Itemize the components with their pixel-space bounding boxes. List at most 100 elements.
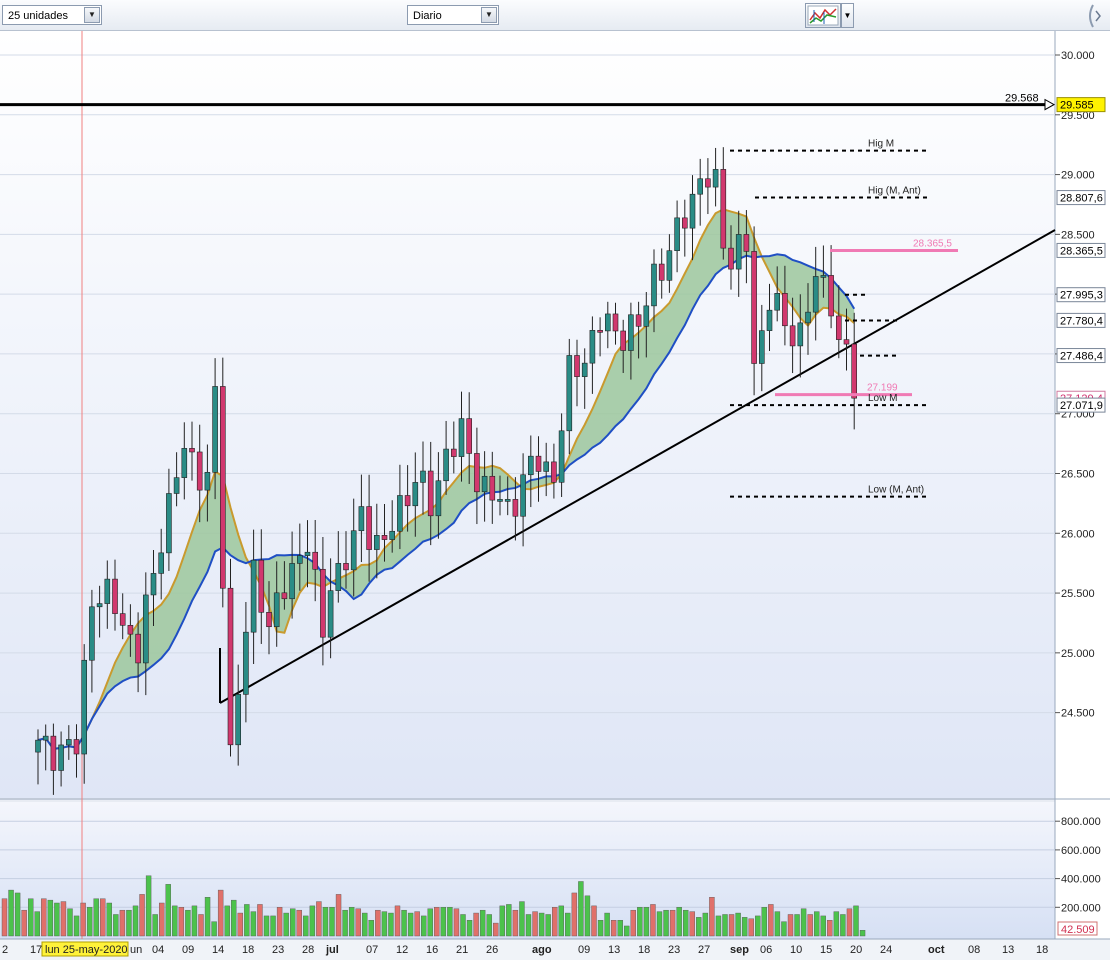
candle-up xyxy=(628,314,634,351)
candle-up xyxy=(66,739,72,746)
date-label: 23 xyxy=(668,944,680,956)
scroll-handle[interactable] xyxy=(1085,3,1107,29)
candle-up xyxy=(712,169,719,188)
volume-bar xyxy=(656,911,663,937)
volume-bar xyxy=(329,907,335,937)
candle-up xyxy=(666,250,673,281)
candle-up xyxy=(604,313,611,332)
volume-bar xyxy=(499,905,505,937)
date-label: 09 xyxy=(578,944,590,956)
candle-up xyxy=(397,495,403,532)
price-tag-label: 28.365,5 xyxy=(1060,245,1103,257)
candle-up xyxy=(527,455,534,476)
date-label: 16 xyxy=(426,944,438,956)
volume-bar xyxy=(538,912,545,937)
volume-bar xyxy=(119,909,126,937)
chevron-down-icon[interactable]: ▼ xyxy=(481,7,497,23)
price-tag-label: 27.995,3 xyxy=(1060,290,1103,302)
candle-up xyxy=(158,552,164,574)
volume-bar xyxy=(466,920,473,937)
date-label: 15 xyxy=(820,944,832,956)
volume-bar xyxy=(565,912,571,937)
candle-up xyxy=(143,594,149,664)
candle-up xyxy=(735,234,742,270)
volume-bar xyxy=(859,930,866,937)
volume-bar xyxy=(407,912,414,937)
candle-up xyxy=(420,470,426,483)
volume-bar xyxy=(696,917,702,937)
candle-up xyxy=(327,590,334,638)
volume-bar xyxy=(276,907,283,937)
volume-bar xyxy=(152,914,158,937)
date-label: 13 xyxy=(608,944,620,956)
date-label: 18 xyxy=(638,944,650,956)
volume-bar xyxy=(290,908,296,937)
level-label: 28.365,5 xyxy=(913,238,952,249)
volume-bar xyxy=(14,892,21,937)
volume-bar xyxy=(388,912,394,937)
price-tick-label: 26.000 xyxy=(1061,528,1095,540)
volume-bar xyxy=(1,898,8,937)
price-tag-box xyxy=(1056,242,1106,258)
chart-type-dropdown[interactable]: ▼ xyxy=(841,3,854,28)
price-tag-label: 27.486,4 xyxy=(1060,351,1103,363)
candle-up xyxy=(373,535,380,550)
date-label: 12 xyxy=(396,944,408,956)
level-arrow-icon xyxy=(1044,98,1056,111)
units-select[interactable]: 25 unidades ▼ xyxy=(2,5,102,25)
period-select[interactable]: Diario ▼ xyxy=(407,5,499,25)
candle-down xyxy=(281,592,288,600)
candle-up xyxy=(166,493,172,554)
volume-bar xyxy=(126,909,132,937)
volume-bar xyxy=(768,904,774,937)
date-label: oct xyxy=(928,944,945,956)
volume-bar xyxy=(54,902,60,937)
date-label: 2 xyxy=(2,944,8,956)
price-pane[interactable] xyxy=(0,31,1055,798)
candle-up xyxy=(235,694,241,746)
candle-down xyxy=(312,551,319,570)
price-tag-label: 28.807,6 xyxy=(1060,193,1103,205)
candle-down xyxy=(466,418,473,454)
price-tag-label: 27.780,4 xyxy=(1060,315,1103,327)
candle-down xyxy=(189,448,195,453)
volume-bar xyxy=(506,904,512,937)
volume-bar xyxy=(250,911,257,937)
volume-bar xyxy=(394,905,401,937)
volume-bar xyxy=(800,908,807,937)
chart-toolbar: 25 unidades ▼ Diario ▼ ▼ xyxy=(0,0,1110,31)
chevron-down-icon[interactable]: ▼ xyxy=(84,7,100,23)
volume-bar xyxy=(28,898,34,937)
volume-bar xyxy=(709,897,715,937)
volume-bar xyxy=(21,909,27,937)
candle-up xyxy=(566,355,573,432)
chart-type-button[interactable] xyxy=(805,3,841,28)
price-axis-background xyxy=(1055,31,1110,939)
volume-bar xyxy=(755,915,761,937)
date-highlight-box xyxy=(41,941,129,957)
candle-up xyxy=(212,386,218,473)
candle-down xyxy=(851,343,858,399)
price-tick-label: 26.500 xyxy=(1061,468,1095,480)
candle-down xyxy=(743,234,750,252)
date-label: 18 xyxy=(242,944,254,956)
candle-up xyxy=(443,448,449,482)
candle-down xyxy=(535,455,542,472)
candle-up xyxy=(497,499,503,502)
candle-down xyxy=(512,499,519,517)
candle-down xyxy=(227,587,234,746)
candle-down xyxy=(681,217,688,229)
candle-up xyxy=(504,499,511,502)
volume-bar xyxy=(191,905,198,937)
volume-bar xyxy=(427,908,433,937)
volume-bar xyxy=(421,915,427,937)
volume-bar xyxy=(237,912,244,937)
price-tag-box xyxy=(1056,190,1106,206)
date-label: 08 xyxy=(968,944,980,956)
date-label: jul xyxy=(325,944,339,956)
candle-up xyxy=(389,530,396,540)
level-label: Low M xyxy=(868,393,897,404)
volume-bar xyxy=(309,905,316,937)
candle-up xyxy=(774,293,781,311)
